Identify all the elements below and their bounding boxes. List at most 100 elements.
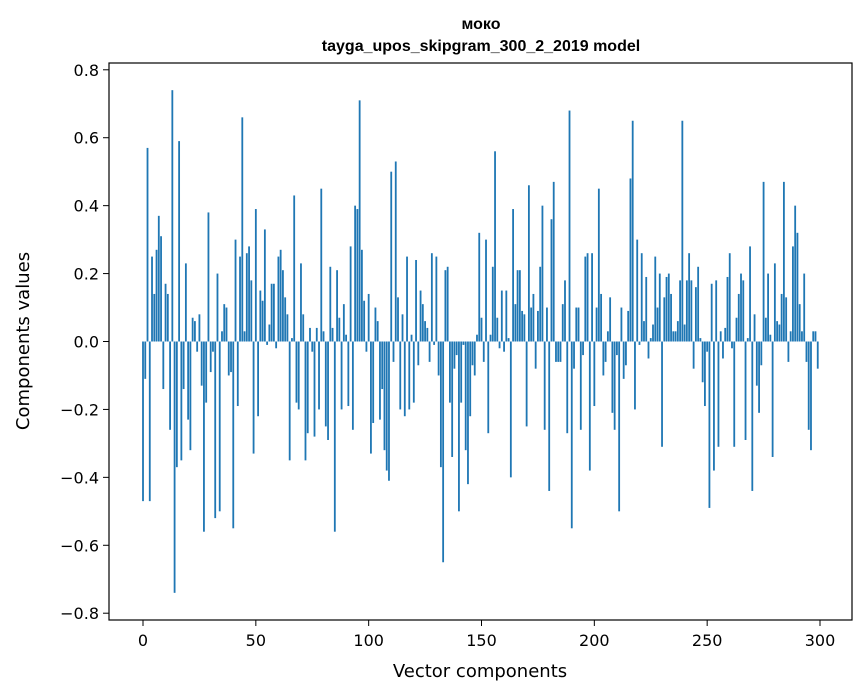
bar-1	[144, 341, 147, 379]
x-tick-label: 50	[246, 631, 266, 650]
bar-146	[471, 341, 474, 366]
bar-202	[597, 188, 600, 342]
bar-80	[322, 331, 325, 342]
bar-120	[412, 341, 415, 403]
bar-13	[171, 90, 174, 342]
bar-172	[530, 307, 533, 342]
bar-84	[331, 327, 334, 342]
bar-175	[537, 310, 539, 342]
bar-47	[248, 246, 250, 342]
bar-3	[148, 341, 151, 502]
bar-15	[175, 341, 178, 468]
bar-129	[433, 341, 436, 345]
chart-title: моко	[462, 16, 501, 33]
bar-74	[309, 327, 311, 342]
bar-44	[241, 117, 244, 342]
bar-11	[166, 293, 169, 342]
bar-6	[155, 249, 158, 342]
y-tick-label: 0.2	[74, 265, 99, 284]
bar-185	[559, 341, 562, 362]
bar-269	[749, 246, 751, 342]
bar-174	[534, 341, 537, 369]
bar-139	[455, 341, 458, 356]
bar-254	[715, 280, 718, 342]
bar-95	[356, 209, 359, 342]
bar-297	[812, 331, 815, 342]
ticks-group: 0 50 100 150 200 250 300 0.8 0.6 0.4 0.2 0.0 −0.2 −0.…	[60, 61, 835, 650]
bar-99	[365, 341, 368, 352]
bar-244	[692, 341, 695, 369]
x-axis-label: Vector components	[393, 661, 567, 682]
y-tick-label: −0.8	[60, 604, 99, 623]
bar-221	[640, 253, 643, 342]
plot-frame	[108, 62, 853, 621]
bar-276	[764, 317, 767, 342]
bar-279	[771, 341, 774, 457]
bar-43	[239, 256, 241, 342]
bar-239	[681, 120, 684, 342]
bar-222	[643, 321, 645, 342]
bar-212	[620, 307, 623, 342]
bar-142	[462, 341, 465, 345]
bar-107	[383, 341, 386, 451]
bar-182	[552, 181, 555, 342]
bar-12	[169, 341, 171, 430]
bar-87	[338, 317, 341, 342]
bar-7	[157, 215, 160, 342]
bar-72	[304, 341, 307, 461]
x-tick-label: 200	[579, 631, 610, 650]
bar-70	[300, 263, 302, 342]
bar-0	[142, 341, 144, 502]
bar-290	[796, 232, 799, 342]
bar-4	[151, 256, 153, 342]
bar-284	[782, 181, 785, 342]
bar-272	[755, 341, 758, 386]
bar-199	[591, 253, 593, 342]
bar-101	[370, 341, 372, 454]
bar-50	[254, 209, 257, 342]
bar-181	[550, 219, 553, 342]
bar-235	[672, 331, 675, 342]
bar-270	[751, 341, 754, 491]
bar-259	[726, 276, 729, 342]
bar-193	[577, 307, 580, 342]
bar-282	[778, 324, 781, 342]
bar-287	[789, 331, 792, 342]
bar-68	[295, 341, 298, 403]
bar-203	[600, 293, 603, 342]
bar-220	[638, 341, 641, 345]
bar-285	[785, 297, 788, 342]
bar-168	[521, 310, 524, 342]
bar-140	[458, 341, 460, 512]
bar-271	[753, 314, 756, 342]
bar-27	[203, 341, 205, 532]
bar-35	[221, 331, 223, 342]
bar-170	[525, 341, 528, 427]
bar-10	[164, 283, 167, 342]
bar-66	[291, 338, 293, 342]
bar-19	[184, 263, 187, 342]
bar-295	[807, 341, 810, 430]
bar-298	[814, 331, 817, 342]
bar-103	[374, 307, 377, 342]
bar-67	[293, 195, 296, 342]
bar-296	[810, 341, 812, 451]
x-tick-label: 300	[805, 631, 836, 650]
bar-258	[724, 327, 727, 342]
bar-91	[347, 341, 350, 407]
bar-55	[266, 341, 269, 345]
bar-273	[758, 341, 760, 413]
bar-280	[773, 263, 776, 342]
bar-121	[415, 259, 417, 342]
bar-248	[701, 341, 704, 383]
bar-205	[604, 341, 607, 362]
bar-79	[320, 188, 323, 342]
bar-69	[297, 341, 300, 410]
bar-26	[200, 341, 203, 386]
bar-238	[679, 280, 681, 342]
bar-109	[388, 341, 390, 481]
bar-119	[410, 334, 413, 342]
bar-128	[430, 253, 433, 342]
bar-39	[230, 341, 232, 373]
